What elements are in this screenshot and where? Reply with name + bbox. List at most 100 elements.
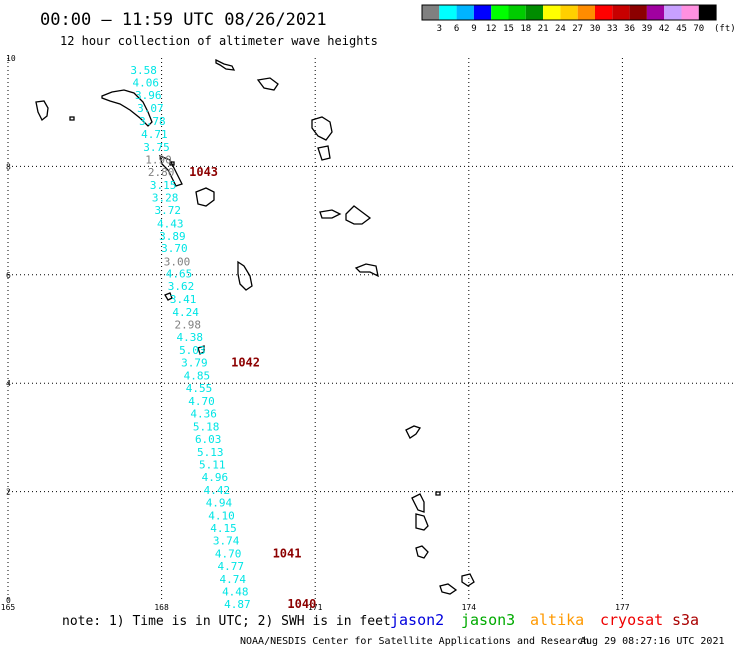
map-background — [8, 58, 735, 601]
legend-bin-label: 42 — [659, 24, 670, 34]
island-lae — [169, 161, 175, 166]
wave-height-label: 3.41 — [170, 293, 197, 306]
legend-bin-label: 18 — [520, 24, 531, 34]
footer-generated-time: Aug 29 08:27:16 UTC 2021 — [580, 636, 725, 647]
island-ebon — [164, 292, 173, 301]
wave-height-label: 4.65 — [166, 268, 193, 281]
wave-height-label: 3.58 — [130, 64, 157, 77]
legend-bin-label: 39 — [641, 24, 652, 34]
island-ujelang — [69, 116, 75, 121]
satellite-name-altika: altika — [530, 611, 584, 629]
legend-color-box — [612, 5, 630, 20]
wave-height-label: 5.13 — [197, 446, 224, 459]
wave-height-label: 4.10 — [208, 509, 235, 522]
island-rongelap — [215, 58, 236, 71]
wave-height-label: 3.79 — [181, 357, 208, 370]
latitude-tick-label: 6 — [6, 271, 11, 280]
wave-height-label: 4.85 — [184, 370, 211, 383]
wave-height-label: 4.36 — [190, 408, 217, 421]
island-maiana — [439, 583, 458, 595]
island-kili — [197, 345, 205, 355]
latitude-tick-label: 10 — [6, 54, 16, 63]
wave-height-label: 4.55 — [186, 382, 213, 395]
island-ailinglaplap — [195, 187, 215, 207]
satellite-name-jason2: jason2 — [390, 611, 444, 629]
wave-height-label: 5.18 — [193, 421, 220, 434]
wave-height-label: 4.06 — [132, 76, 159, 89]
legend-bin-label: 9 — [471, 24, 476, 34]
island-mili — [354, 263, 379, 278]
legend-bin-label: 36 — [624, 24, 635, 34]
time-range-title: 00:00 – 11:59 UTC 08/26/2021 — [40, 10, 327, 30]
legend-color-box — [664, 5, 682, 20]
legend-bin-label: 12 — [486, 24, 497, 34]
latitude-tick-label: 8 — [6, 162, 11, 171]
legend-bin-label: 15 — [503, 24, 514, 34]
wave-height-label: 1.90 — [145, 153, 172, 166]
island-marakei — [411, 493, 425, 513]
pass-id-label: 1041 — [273, 546, 302, 560]
wave-height-label: 5.03 — [179, 344, 206, 357]
wave-height-label: 2.98 — [174, 319, 201, 332]
legend-color-box — [560, 5, 578, 20]
wave-height-label: 4.71 — [141, 128, 168, 141]
wave-height-label: 3.96 — [135, 89, 162, 102]
legend-bin-label: 6 — [454, 24, 459, 34]
legend-bin-label: 21 — [538, 24, 549, 34]
island-bikini — [101, 89, 153, 127]
legend-color-box — [525, 5, 544, 20]
wave-height-label: 3.62 — [168, 280, 195, 293]
island-kwajalein — [159, 154, 183, 187]
satellite-name-s3a: s3a — [672, 611, 699, 629]
legend-color-box — [543, 5, 561, 20]
pressure-labels: 1043 1042 1041 1040 — [189, 165, 316, 611]
island-utirik — [256, 77, 279, 91]
satellite-name-cryosat: cryosat — [600, 611, 663, 629]
legend-color-box — [646, 5, 665, 20]
wave-height-label: 3.70 — [161, 242, 188, 255]
island-abaiang — [415, 513, 429, 531]
legend-color-box — [473, 5, 492, 20]
wave-height-label: 4.87 — [224, 598, 251, 611]
legend-border — [421, 4, 717, 21]
legend-color-box — [439, 5, 457, 20]
wave-height-label: 3.74 — [213, 534, 240, 547]
island-butaritari — [435, 491, 441, 496]
map-frame: 165 168 171 174 177 0 2 4 6 8 10 — [1, 54, 735, 612]
wave-height-label: 3.72 — [154, 204, 181, 217]
legend-color-box — [508, 5, 526, 20]
pass-id-label: 1042 — [231, 356, 260, 370]
legend-bin-label: 70 — [693, 24, 704, 34]
wave-height-label: 3.75 — [143, 141, 170, 154]
wave-height-label: 4.74 — [220, 573, 247, 586]
longitude-tick-label: 174 — [462, 603, 477, 612]
wave-height-label: 4.43 — [157, 217, 184, 230]
latitude-tick-label: 4 — [6, 379, 11, 388]
wave-height-label: 3.28 — [152, 191, 179, 204]
island-abemama — [461, 573, 475, 587]
longitude-tick-label: 171 — [308, 603, 323, 612]
wave-height-label: 3.07 — [137, 102, 164, 115]
legend-bin-label: 33 — [607, 24, 618, 34]
island-jaluit — [237, 260, 253, 291]
map-subtitle: 12 hour collection of altimeter wave hei… — [60, 34, 378, 48]
legend-color-box — [456, 5, 474, 20]
island-enewetak — [35, 100, 49, 122]
wave-height-label: 4.15 — [210, 522, 237, 535]
legend-bin-label: 3 — [437, 24, 442, 34]
wave-height-label: 6.03 — [195, 433, 222, 446]
latitude-tick-label: 0 — [6, 596, 11, 605]
legend-color-box — [629, 5, 647, 20]
island-tarawa — [415, 545, 429, 559]
longitude-tick-label: 165 — [1, 603, 16, 612]
wave-height-label: 3.78 — [139, 115, 166, 128]
wave-height-legend: 3 6 9 12 15 18 21 24 27 30 33 36 39 42 45 70 — [421, 4, 717, 34]
wave-height-label: 4.48 — [222, 585, 249, 598]
wave-height-label: 2.80 — [148, 166, 175, 179]
legend-color-box — [491, 5, 509, 20]
wave-height-label: 4.38 — [177, 331, 204, 344]
satellite-legend: jason2 jason3 altika cryosat s3a — [390, 611, 699, 629]
legend-color-box — [681, 5, 699, 20]
wave-height-label: 5.11 — [199, 459, 226, 472]
